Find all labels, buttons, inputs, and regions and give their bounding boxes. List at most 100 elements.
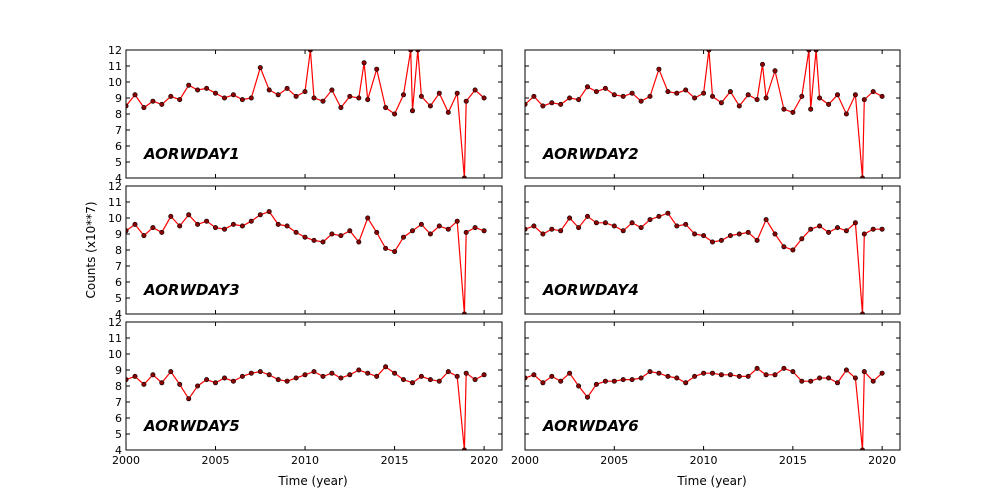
data-point (852, 220, 858, 226)
data-point (870, 226, 876, 232)
panel-aorwday6: 2000 2005 2010 2015 2020 AORWDAY6 (511, 321, 901, 467)
data-point (472, 225, 478, 231)
data-point (817, 95, 823, 101)
data-point (307, 50, 313, 53)
data-point (665, 210, 671, 216)
y-tick-label: 7 (115, 124, 122, 137)
x-axis-title-right: Time (year) (676, 474, 746, 488)
data-point (329, 87, 335, 93)
panel-label: AORWDAY5 (143, 417, 240, 435)
data-point (347, 228, 353, 234)
x-tick-label: 2005 (202, 454, 230, 467)
y-tick-label: 5 (115, 428, 122, 441)
data-point (549, 100, 555, 106)
data-point (540, 231, 546, 237)
data-point (257, 212, 263, 218)
data-point (843, 367, 849, 373)
y-tick-label: 9 (115, 364, 122, 377)
data-point (790, 109, 796, 115)
data-point (852, 92, 858, 98)
data-point (709, 93, 715, 99)
data-point (168, 93, 174, 99)
data-point (284, 378, 290, 384)
data-point (383, 245, 389, 251)
data-point (593, 89, 599, 95)
data-point (266, 209, 272, 215)
data-point (195, 87, 201, 93)
data-point (799, 93, 805, 99)
data-point (736, 373, 742, 379)
data-point (141, 381, 147, 387)
data-point (177, 223, 183, 229)
data-point (159, 380, 165, 386)
data-point (418, 93, 424, 99)
data-point (248, 370, 254, 376)
data-point (772, 372, 778, 378)
data-point (356, 95, 362, 101)
data-point (584, 84, 590, 90)
data-point (879, 93, 885, 99)
data-point (481, 95, 487, 101)
data-point (463, 229, 469, 235)
data-point (763, 372, 769, 378)
data-point (540, 380, 546, 386)
data-point (808, 106, 814, 112)
data-point (150, 225, 156, 231)
y-tick-label: 9 (115, 228, 122, 241)
data-point (602, 85, 608, 91)
data-point (861, 231, 867, 237)
data-point (374, 229, 380, 235)
data-point (879, 226, 885, 232)
data-point (692, 373, 698, 379)
panel-aorwday3: 4 5 6 7 8 9 10 11 12 AORWDAY3 (108, 180, 503, 321)
data-point (861, 97, 867, 103)
y-tick-label: 12 (108, 316, 122, 329)
series-line (525, 50, 883, 178)
panel-label: AORWDAY6 (542, 417, 639, 435)
data-point (239, 223, 245, 229)
data-point (656, 213, 662, 219)
panel-label: AORWDAY4 (542, 281, 639, 299)
data-point (222, 375, 228, 381)
data-point (150, 98, 156, 104)
data-point (461, 175, 467, 178)
data-point (415, 50, 421, 53)
data-point (531, 93, 537, 99)
data-point (347, 93, 353, 99)
data-point (843, 228, 849, 234)
data-point (275, 221, 281, 227)
data-point (718, 372, 724, 378)
data-point (132, 221, 138, 227)
data-point (692, 95, 698, 101)
y-tick-label: 9 (115, 92, 122, 105)
data-point (213, 380, 219, 386)
data-point (275, 92, 281, 98)
data-point (463, 370, 469, 376)
data-point (195, 383, 201, 389)
data-point (772, 231, 778, 237)
data-point (870, 378, 876, 384)
panel-label: AORWDAY1 (143, 145, 240, 163)
data-point (620, 377, 626, 383)
data-point (674, 375, 680, 381)
data-point (799, 378, 805, 384)
data-point (558, 228, 564, 234)
data-point (567, 370, 573, 376)
x-axis-title-left: Time (year) (277, 474, 347, 488)
data-point (806, 50, 812, 53)
panel-aorwday2: AORWDAY2 (524, 49, 901, 179)
data-point (665, 373, 671, 379)
data-point (709, 370, 715, 376)
data-point (781, 244, 787, 250)
data-point (141, 233, 147, 239)
y-tick-label: 7 (115, 260, 122, 273)
data-point (408, 50, 414, 53)
data-point (311, 95, 317, 101)
x-tick-label: 2015 (779, 454, 807, 467)
data-point (257, 369, 263, 375)
y-tick-label: 12 (108, 44, 122, 57)
data-point (356, 367, 362, 373)
data-point (745, 229, 751, 235)
series-line (126, 50, 485, 178)
data-point (481, 228, 487, 234)
